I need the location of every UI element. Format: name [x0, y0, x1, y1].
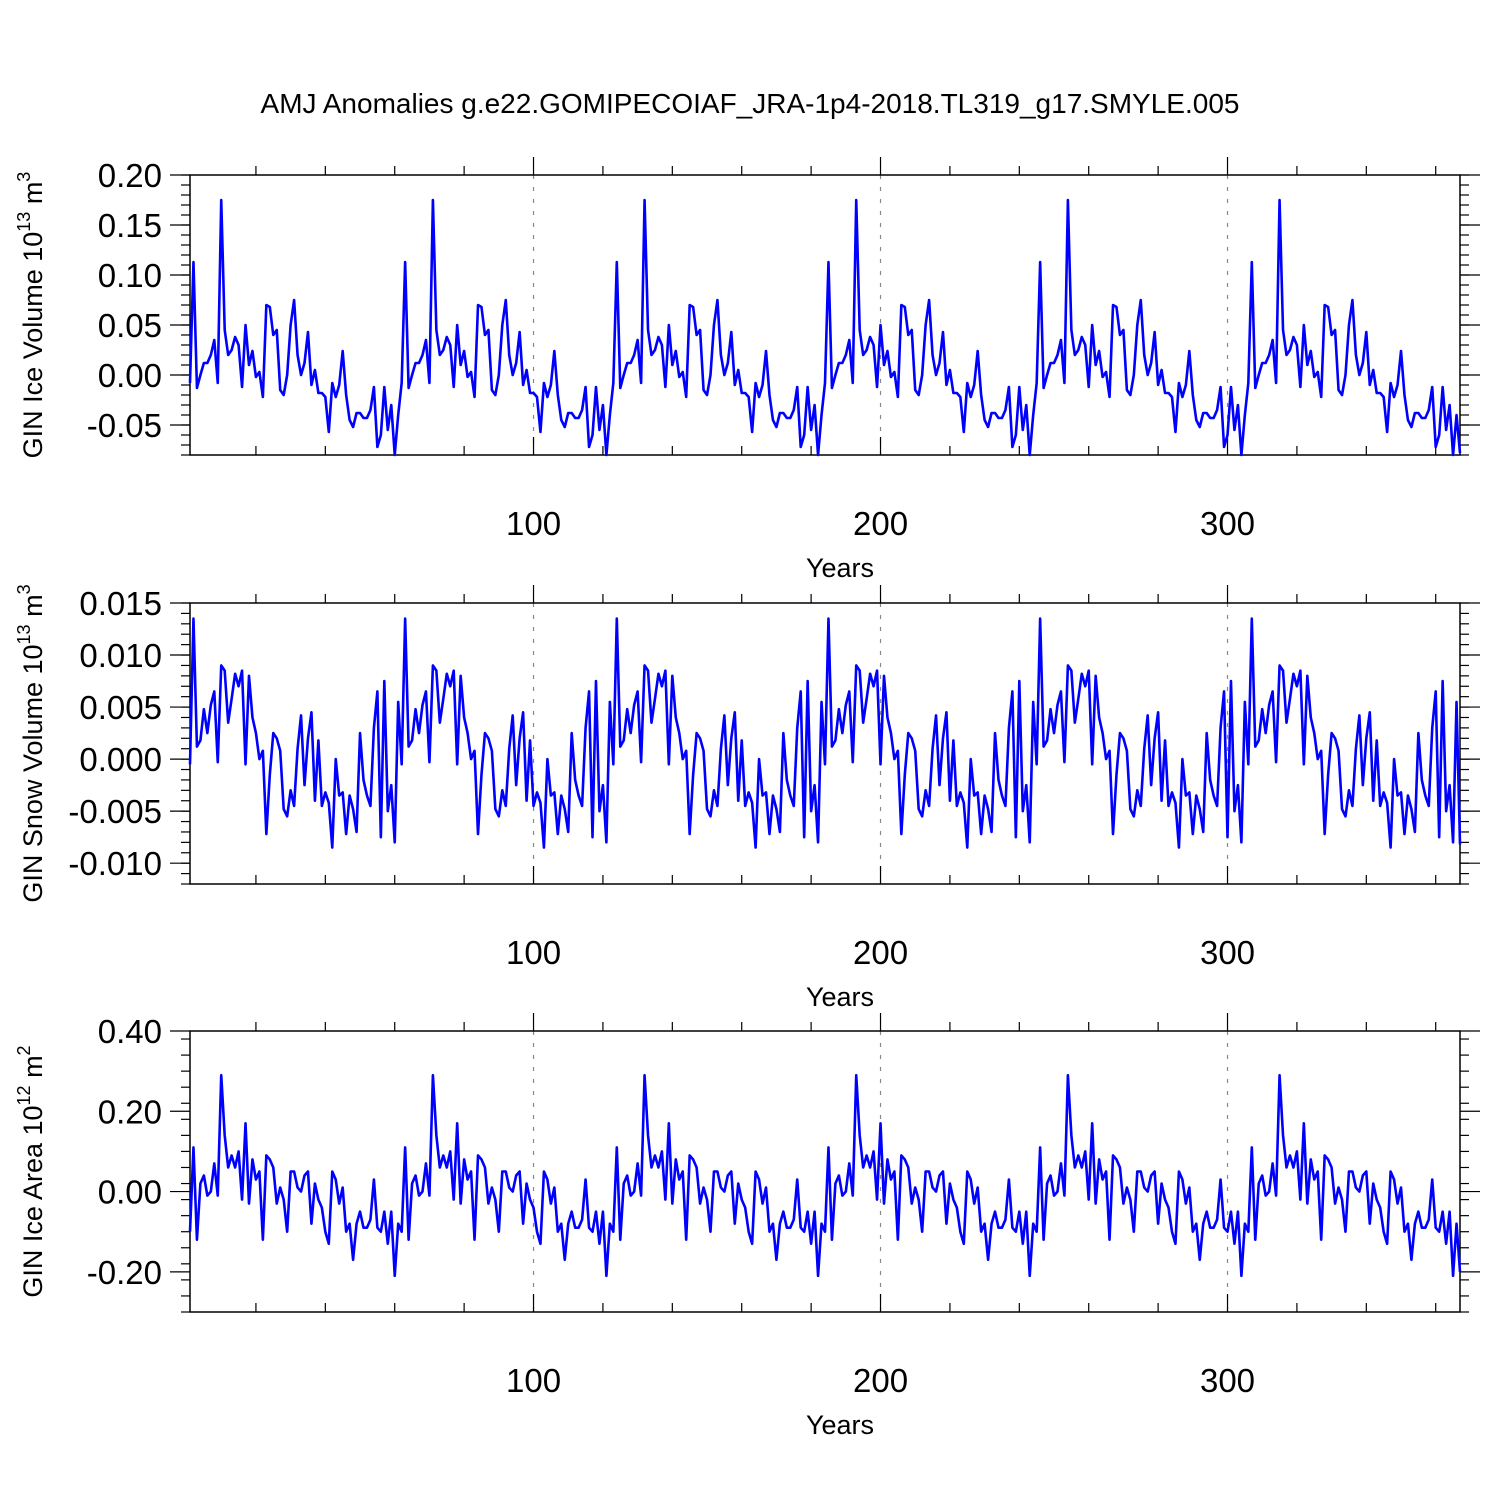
x-tick-label: 300	[1200, 505, 1255, 542]
x-tick-label: 100	[506, 934, 561, 971]
y-axis-label-text: GIN Ice Area 10	[18, 1105, 48, 1297]
y-axis-label: GIN Snow Volume 1013 m3	[14, 584, 48, 902]
y-axis-label-unit-exponent: 3	[14, 584, 34, 594]
y-tick-label: 0.015	[79, 585, 162, 622]
y-tick-label: -0.010	[68, 845, 162, 882]
y-tick-label: 0.40	[98, 1013, 162, 1050]
y-axis-label-unit: m	[18, 182, 48, 212]
x-tick-label: 100	[506, 1362, 561, 1399]
y-tick-label: -0.005	[68, 793, 162, 830]
y-axis-label: GIN Ice Volume 1013 m3	[14, 172, 48, 459]
x-axis-label: Years	[806, 553, 874, 583]
chart-panel-1: 100 200 300 -0.05 0.00 0.05 0.10 0.15 0.20 Years G…	[14, 157, 1480, 583]
panels: 100 200 300 -0.05 0.00 0.05 0.10 0.15 0.20 Years G…	[14, 157, 1480, 1440]
y-axis-label-exponent: 13	[14, 624, 34, 644]
x-tick-label: 200	[853, 1362, 908, 1399]
y-axis-label-exponent: 13	[14, 212, 34, 232]
y-tick-label: 0.20	[98, 157, 162, 194]
y-axis-label-text: GIN Snow Volume 10	[18, 644, 48, 902]
y-tick-label: 0.010	[79, 637, 162, 674]
x-axis-label: Years	[806, 1410, 874, 1440]
y-tick-label: 0.00	[98, 357, 162, 394]
figure-title: AMJ Anomalies g.e22.GOMIPECOIAF_JRA-1p4-…	[261, 88, 1240, 119]
series-line-gin-ice-area	[188, 1073, 1462, 1278]
y-tick-label: 0.15	[98, 207, 162, 244]
y-tick-label: 0.05	[98, 307, 162, 344]
plot-frame	[189, 1030, 1461, 1313]
series-line-gin-snow-volume	[188, 617, 1462, 849]
y-tick-label: -0.20	[87, 1254, 162, 1291]
y-tick-label: 0.00	[98, 1174, 162, 1211]
y-tick-label: 0.20	[98, 1093, 162, 1130]
y-tick-label: 0.10	[98, 257, 162, 294]
x-tick-label: 300	[1200, 1362, 1255, 1399]
x-tick-label: 200	[853, 934, 908, 971]
chart-panel-3: 100 200 300 -0.20 0.00 0.20 0.40 Years GIN Ice A…	[14, 1013, 1480, 1440]
y-axis-label-unit: m	[18, 594, 48, 624]
y-tick-label: 0.000	[79, 741, 162, 778]
chart-panel-2: 100 200 300 -0.010 -0.005 0.000 0.005 0.010 0.01…	[14, 584, 1480, 1012]
x-tick-label: 200	[853, 505, 908, 542]
y-axis-label-exponent: 12	[14, 1085, 34, 1105]
y-axis-label: GIN Ice Area 1012 m2	[14, 1045, 48, 1297]
x-axis-label: Years	[806, 982, 874, 1012]
y-axis-label-unit-exponent: 2	[14, 1045, 34, 1055]
y-tick-label: -0.05	[87, 407, 162, 444]
y-axis-label-unit: m	[18, 1055, 48, 1085]
y-axis-label-unit-exponent: 3	[14, 172, 34, 182]
y-tick-label: 0.005	[79, 689, 162, 726]
y-axis-label-text: GIN Ice Volume 10	[18, 232, 48, 459]
x-tick-label: 100	[506, 505, 561, 542]
x-tick-label: 300	[1200, 934, 1255, 971]
series-line-gin-ice-volume	[188, 198, 1462, 457]
